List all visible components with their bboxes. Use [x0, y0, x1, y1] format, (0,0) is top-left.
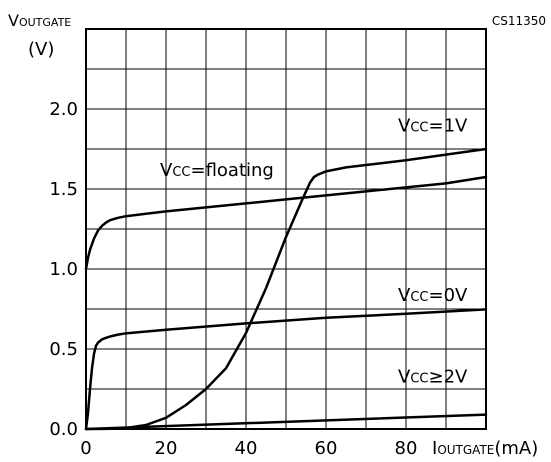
series-label-sub: CC [410, 290, 428, 305]
y-axis-unit: (V) [28, 39, 54, 60]
series-line-0 [84, 175, 488, 271]
grid [86, 29, 486, 429]
series-group [84, 147, 488, 431]
series-label-main: V [398, 285, 411, 306]
y-tick-label: 1.0 [49, 259, 78, 280]
series-line-1 [84, 147, 488, 431]
figure-id: CS11350 [492, 14, 546, 28]
series-label-value: =floating [190, 160, 273, 181]
series-label-sub: CC [410, 372, 428, 387]
series-label: VCC=0V [398, 285, 468, 306]
y-axis-label-main: V [8, 11, 19, 30]
series-label-sub: CC [172, 165, 190, 180]
x-axis-label-main: I [432, 438, 437, 459]
y-tick-label: 0.0 [49, 419, 78, 440]
series-line-2 [84, 308, 488, 431]
plot-border [85, 28, 487, 430]
series-line-3 [84, 413, 488, 431]
y-axis-label: VOUTGATE [8, 11, 71, 30]
series-label-value: =1V [428, 115, 468, 136]
x-axis-label-sub: OUTGATE [437, 443, 494, 457]
series-label-value: ≥2V [428, 367, 468, 388]
y-tick-label: 1.5 [49, 179, 78, 200]
series-label-value: =0V [428, 285, 468, 306]
x-tick-label: 20 [155, 438, 178, 459]
series-label-sub: CC [410, 120, 428, 135]
x-axis-label-unit: (mA) [494, 438, 538, 459]
series-label: VCC≥2V [398, 367, 468, 388]
x-tick-label: 40 [235, 438, 258, 459]
series-label-main: V [398, 367, 411, 388]
plot-frame [85, 28, 487, 430]
series-label-main: V [160, 160, 173, 181]
y-tick-label: 2.0 [49, 99, 78, 120]
x-tick-label: 60 [315, 438, 338, 459]
x-tick-label: 80 [395, 438, 418, 459]
series-label: VCC=floating [160, 160, 274, 181]
series-label: VCC=1V [398, 115, 468, 136]
series-label-main: V [398, 115, 411, 136]
x-tick-label: 0 [80, 438, 91, 459]
tick-labels: 0 20 40 60 80 0.0 0.5 1.0 1.5 2.0 [49, 99, 417, 459]
y-tick-label: 0.5 [49, 339, 78, 360]
y-axis-label-sub: OUTGATE [19, 16, 71, 29]
x-axis-label: IOUTGATE(mA) [432, 438, 538, 459]
